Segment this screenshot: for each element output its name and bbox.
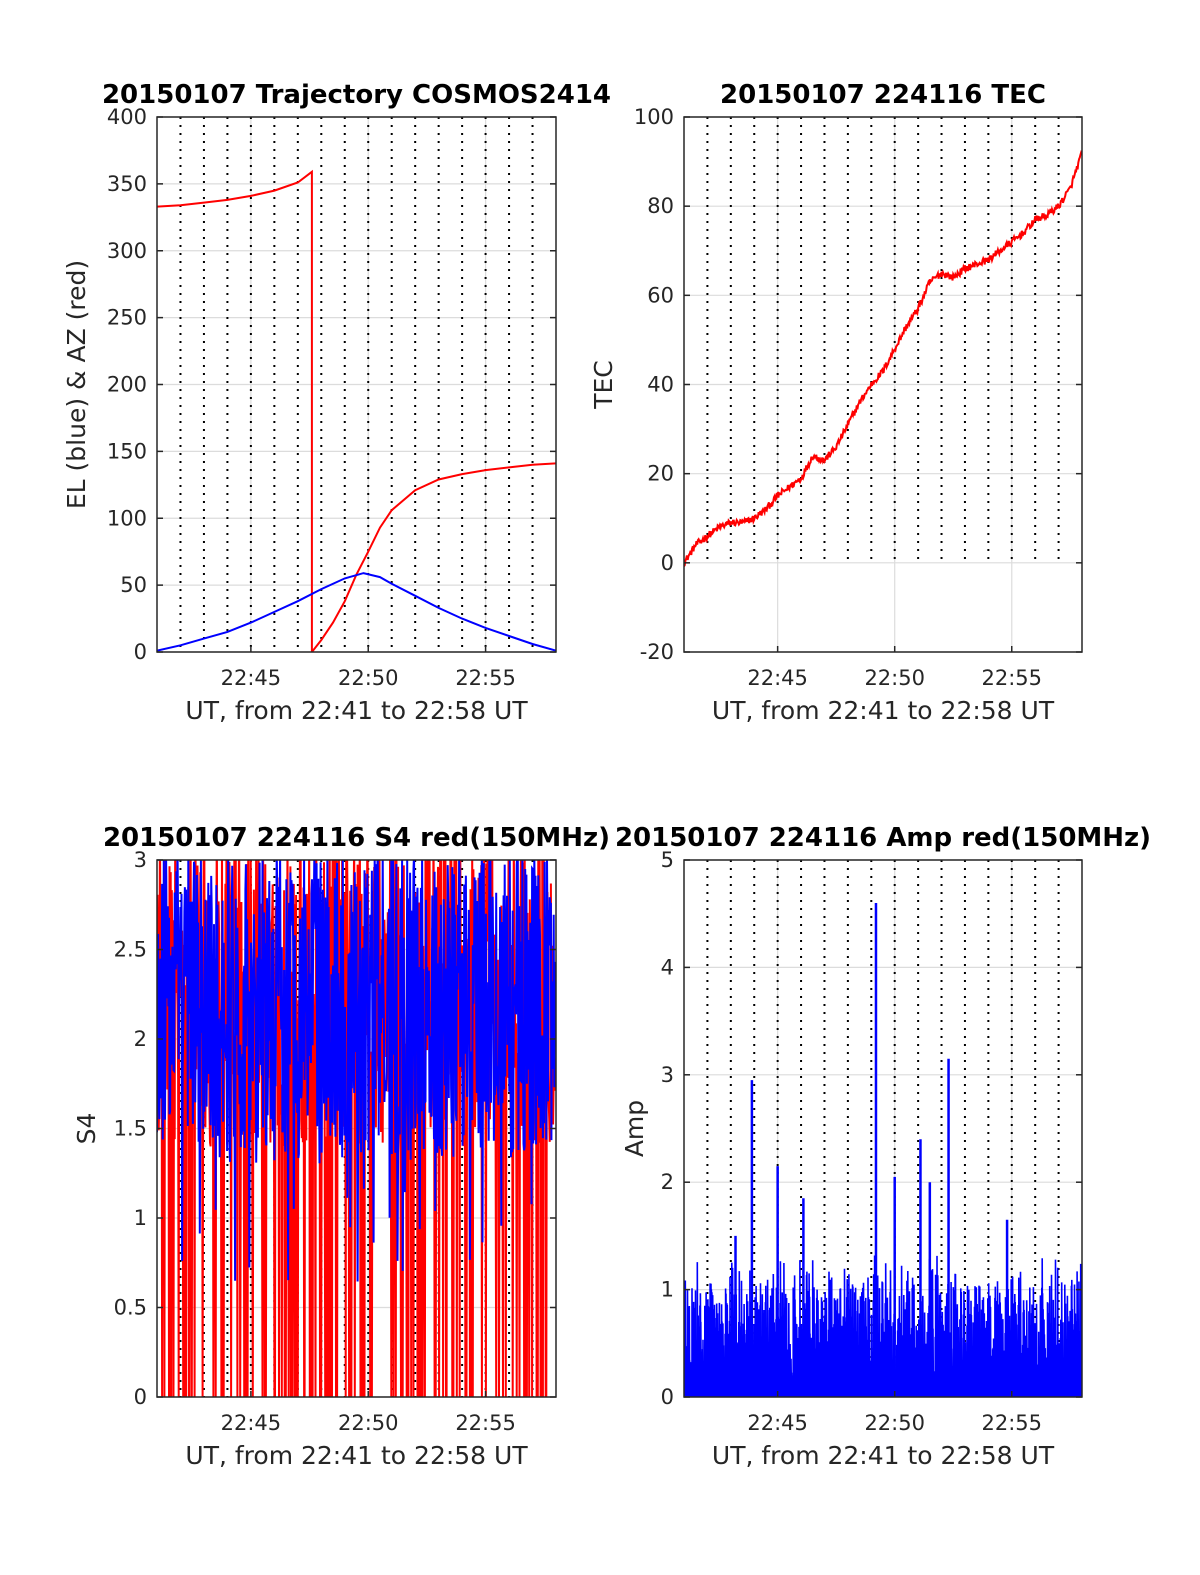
panel-2: -20 0 20 40 60 80 100 22:45 22:50 22:55 20150107 2… (589, 80, 1083, 725)
x-tick-label: 22:50 (864, 666, 925, 690)
y-tick-label: 80 (647, 194, 674, 218)
x-tick-label: 22:45 (221, 1411, 282, 1435)
y-tick-label: 1 (134, 1206, 147, 1230)
y-tick-label: 2.5 (114, 938, 147, 962)
y-tick-label: 200 (107, 373, 147, 397)
y-tick-label: 0 (661, 1385, 674, 1409)
panel-1: 0 50 100 150 200 250 300 350 400 22:45 22:50 22:55 2… (62, 80, 611, 725)
panel-4: 0 1 2 3 4 5 22:45 22:50 22:55 20150107 224116 Amp… (615, 823, 1151, 1470)
series-line-blue (684, 1255, 1082, 1397)
y-tick-label: 3 (134, 848, 147, 872)
axes-box (683, 859, 1083, 1398)
y-tick-label: 150 (107, 439, 147, 463)
series-group (684, 902, 1082, 1397)
y-tick-label: 250 (107, 306, 147, 330)
y-tick-label: 5 (661, 848, 674, 872)
minute-markers (706, 860, 1060, 1397)
y-axis-label: Amp (620, 1100, 649, 1157)
x-tick-label: 22:55 (455, 1411, 516, 1435)
y-tick-label: 4 (661, 955, 674, 979)
y-tick-label: 1 (661, 1278, 674, 1302)
y-tick-label: 40 (647, 373, 674, 397)
y-tick-label: 0 (661, 551, 674, 575)
y-tick-label: 0 (134, 1385, 147, 1409)
y-tick-label: 400 (107, 105, 147, 129)
series-group (684, 150, 1082, 567)
x-tick-label: 22:50 (338, 666, 399, 690)
y-tick-label: 100 (634, 105, 674, 129)
x-axis-label: UT, from 22:41 to 22:58 UT (185, 696, 528, 725)
y-tick-label: 2 (134, 1027, 147, 1051)
y-tick-label: 1.5 (114, 1117, 147, 1141)
y-axis-label: EL (blue) & AZ (red) (62, 260, 91, 509)
x-tick-label: 22:45 (747, 1411, 808, 1435)
x-axis-label: UT, from 22:41 to 22:58 UT (712, 1441, 1055, 1470)
y-tick-label: 3 (661, 1063, 674, 1087)
x-tick-label: 22:50 (338, 1411, 399, 1435)
x-tick-label: 22:50 (864, 1411, 925, 1435)
series-line-blue (157, 572, 556, 652)
x-axis-label: UT, from 22:41 to 22:58 UT (712, 696, 1055, 725)
series-group (157, 169, 556, 652)
x-tick-label: 22:55 (981, 666, 1042, 690)
x-tick-label: 22:55 (981, 1411, 1042, 1435)
series-line-red (684, 150, 1082, 567)
y-tick-label: 0.5 (114, 1296, 147, 1320)
panel-3: 0 0.5 1 1.5 2 2.5 3 22:45 22:50 22:55 20150107 224… (72, 823, 610, 1470)
y-tick-label: 300 (107, 239, 147, 263)
y-tick-label: 60 (647, 283, 674, 307)
series-line-red (157, 169, 556, 652)
series-line-blue (157, 860, 556, 1282)
x-tick-label: 22:45 (221, 666, 282, 690)
y-tick-label: 0 (134, 640, 147, 664)
x-tick-label: 22:55 (455, 666, 516, 690)
x-axis-label: UT, from 22:41 to 22:58 UT (185, 1441, 528, 1470)
chart-title: 20150107 224116 Amp red(150MHz) (615, 823, 1151, 853)
x-tick-label: 22:45 (747, 666, 808, 690)
y-tick-label: 100 (107, 506, 147, 530)
y-tick-label: 50 (120, 573, 147, 597)
y-axis-label: TEC (589, 360, 618, 410)
chart-title: 20150107 Trajectory COSMOS2414 (102, 80, 611, 110)
y-tick-label: 350 (107, 172, 147, 196)
y-tick-label: -20 (640, 640, 674, 664)
y-axis-label: S4 (72, 1113, 101, 1145)
minute-markers (179, 117, 534, 652)
chart-title: 20150107 224116 S4 red(150MHz) (103, 823, 610, 853)
series-group (157, 860, 556, 1397)
chart-title: 20150107 224116 TEC (720, 80, 1046, 110)
y-tick-label: 2 (661, 1170, 674, 1194)
y-tick-label: 20 (647, 462, 674, 486)
